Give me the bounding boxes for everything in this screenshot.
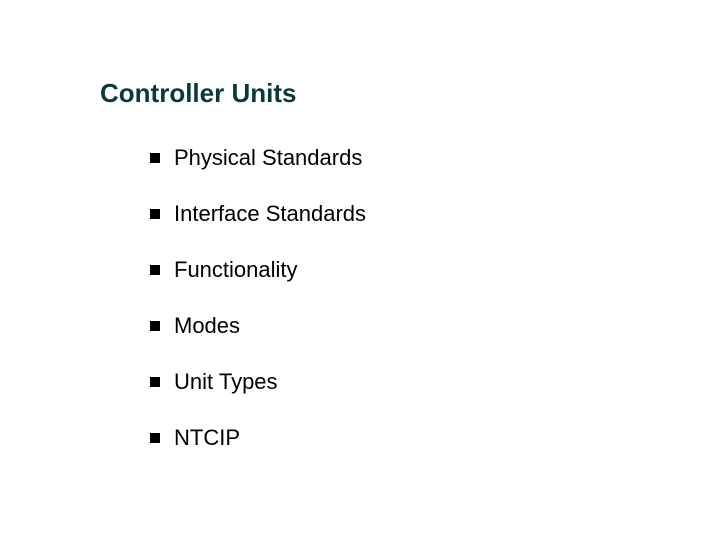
square-bullet-icon — [150, 265, 160, 275]
list-item-label: Physical Standards — [174, 145, 362, 171]
list-item: Unit Types — [150, 369, 366, 395]
bullet-list: Physical Standards Interface Standards F… — [150, 145, 366, 481]
slide: Controller Units Physical Standards Inte… — [0, 0, 720, 540]
square-bullet-icon — [150, 377, 160, 387]
list-item: Physical Standards — [150, 145, 366, 171]
square-bullet-icon — [150, 433, 160, 443]
square-bullet-icon — [150, 321, 160, 331]
list-item: Interface Standards — [150, 201, 366, 227]
list-item-label: Unit Types — [174, 369, 278, 395]
square-bullet-icon — [150, 153, 160, 163]
list-item-label: NTCIP — [174, 425, 240, 451]
list-item: Functionality — [150, 257, 366, 283]
list-item: Modes — [150, 313, 366, 339]
square-bullet-icon — [150, 209, 160, 219]
list-item-label: Modes — [174, 313, 240, 339]
list-item-label: Interface Standards — [174, 201, 366, 227]
slide-title: Controller Units — [100, 78, 296, 109]
list-item: NTCIP — [150, 425, 366, 451]
list-item-label: Functionality — [174, 257, 298, 283]
